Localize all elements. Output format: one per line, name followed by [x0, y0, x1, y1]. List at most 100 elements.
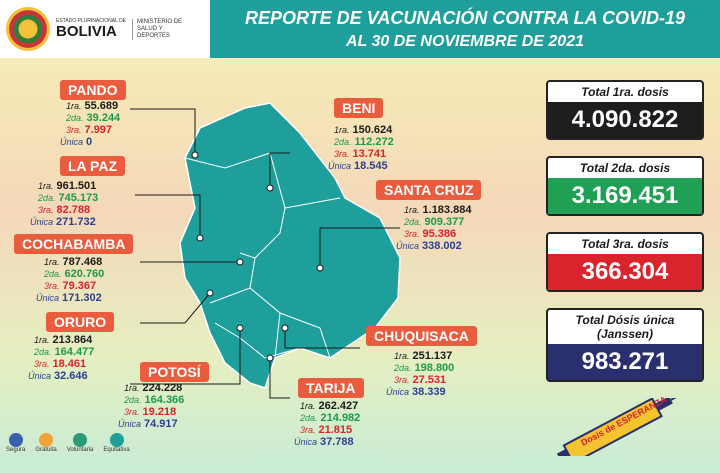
pando-dose1: 1ra. 55.689	[66, 100, 118, 112]
hand-icon	[73, 433, 88, 447]
value: 787.468	[62, 256, 103, 268]
total-first-label: Total 1ra. dosis	[581, 85, 669, 99]
dept-label-pando: PANDO	[60, 80, 126, 100]
single-key: Única	[30, 217, 54, 227]
footer-equitable-label: Equitativa	[103, 447, 130, 453]
value: 82.788	[56, 204, 91, 216]
value: 27.531	[412, 374, 447, 386]
potosi-single: Única 74.917	[118, 418, 178, 430]
logo-small: ESTADO PLURINACIONAL DE	[56, 18, 127, 24]
pando-single: Única 0	[60, 136, 92, 148]
dose3-key: 3ra.	[404, 229, 420, 239]
footer-voluntary-label: Voluntaria	[66, 447, 94, 453]
beni-dose2: 2da. 112.272	[334, 136, 394, 148]
value: 7.997	[84, 124, 113, 136]
dept-label-tarija: TARIJA	[298, 378, 364, 398]
total-second-label: Total 2da. dosis	[579, 161, 671, 175]
value: 909.377	[424, 216, 465, 228]
total-first-value: 4.090.822	[548, 102, 702, 138]
value: 112.272	[354, 136, 394, 148]
value: 1.183.884	[422, 204, 472, 216]
single-key: Única	[386, 387, 410, 397]
dose1-key: 1ra.	[124, 383, 140, 393]
chuquisaca-dose1: 1ra. 251.137	[394, 350, 452, 362]
oruro-dose3: 3ra. 18.461	[34, 358, 86, 370]
scale-icon	[109, 433, 124, 447]
value: 39.244	[86, 112, 121, 124]
potosi-dose3: 3ra. 19.218	[124, 406, 176, 418]
total-single-label: Total Dósis única (Janssen)	[575, 313, 675, 341]
value: 164.477	[54, 346, 95, 358]
dose1-key: 1ra.	[38, 181, 54, 191]
cochabamba-dose3: 3ra. 79.367	[44, 280, 96, 292]
value: 150.624	[352, 124, 393, 136]
dose2-key: 2da.	[394, 363, 412, 373]
dose1-key: 1ra.	[34, 335, 50, 345]
tarija-dose1: 1ra. 262.427	[300, 400, 358, 412]
dept-label-cochabamba: COCHABAMBA	[14, 234, 134, 254]
value: 164.366	[144, 394, 185, 406]
tarija-dose3: 3ra. 21.815	[300, 424, 352, 436]
dept-label-beni: BENI	[334, 98, 384, 118]
logo-text: ESTADO PLURINACIONAL DE BOLIVIA	[56, 18, 126, 40]
total-second-value: 3.169.451	[548, 178, 702, 214]
value: 74.917	[144, 418, 178, 430]
value: 620.760	[64, 268, 105, 280]
value: 338.002	[422, 240, 462, 252]
value: 37.788	[320, 436, 354, 448]
dose2-key: 2da.	[300, 413, 318, 423]
value: 198.800	[414, 362, 455, 374]
footer-icons: Segura Gratuita Voluntaria Equitativa	[6, 433, 130, 453]
dose2-key: 2da.	[34, 347, 52, 357]
header-title-band: REPORTE DE VACUNACIÓN CONTRA LA COVID-19…	[210, 0, 720, 58]
map-area: PANDO 1ra. 55.689 2da. 39.244 3ra. 7.997 Ún…	[0, 58, 720, 473]
single-key: Única	[118, 419, 142, 429]
dose3-key: 3ra.	[66, 125, 82, 135]
beni-dose1: 1ra. 150.624	[334, 124, 392, 136]
value: 79.367	[62, 280, 97, 292]
beni-single: Única 18.545	[328, 160, 388, 172]
dose3-key: 3ra.	[34, 359, 50, 369]
value: 32.646	[54, 370, 88, 382]
value: 19.218	[142, 406, 177, 418]
dose3-key: 3ra.	[44, 281, 60, 291]
dose1-key: 1ra.	[404, 205, 420, 215]
single-key: Única	[60, 137, 84, 147]
value: 21.815	[318, 424, 353, 436]
dose2-key: 2da.	[334, 137, 352, 147]
value: 214.982	[320, 412, 361, 424]
lapaz-dose1: 1ra. 961.501	[38, 180, 96, 192]
single-key: Única	[294, 437, 318, 447]
shield-icon	[8, 433, 23, 447]
santacruz-dose2: 2da. 909.377	[404, 216, 464, 228]
footer-secure-label: Segura	[6, 447, 26, 453]
value: 745.173	[58, 192, 99, 204]
single-key: Única	[328, 161, 352, 171]
total-third-label: Total 3ra. dosis	[581, 237, 669, 251]
potosi-dose1: 1ra. 224.228	[124, 382, 182, 394]
value: 55.689	[84, 100, 119, 112]
value: 38.339	[412, 386, 446, 398]
santacruz-single: Única 338.002	[396, 240, 462, 252]
dose1-key: 1ra.	[394, 351, 410, 361]
chuquisaca-dose2: 2da. 198.800	[394, 362, 454, 374]
dept-label-santacruz: SANTA CRUZ	[376, 180, 482, 200]
coat-of-arms-icon	[6, 7, 50, 51]
dose3-key: 3ra.	[300, 425, 316, 435]
dose3-key: 3ra.	[334, 149, 350, 159]
dept-label-lapaz: LA PAZ	[60, 156, 125, 176]
dose1-key: 1ra.	[334, 125, 350, 135]
total-second-dose-card: Total 2da. dosis 3.169.451	[546, 156, 704, 216]
value: 13.741	[352, 148, 387, 160]
dose1-key: 1ra.	[300, 401, 316, 411]
oruro-dose2: 2da. 164.477	[34, 346, 94, 358]
dose3-key: 3ra.	[394, 375, 410, 385]
dose3-key: 3ra.	[38, 205, 54, 215]
footer-secure: Segura	[6, 433, 25, 453]
lapaz-single: Única 271.732	[30, 216, 96, 228]
value: 0	[86, 136, 93, 148]
title-line2: AL 30 DE NOVIEMBRE DE 2021	[345, 32, 584, 50]
header-logo: ESTADO PLURINACIONAL DE BOLIVIA MINISTER…	[0, 0, 210, 58]
value: 18.545	[354, 160, 388, 172]
dept-label-potosi: POTOSÍ	[140, 362, 209, 382]
